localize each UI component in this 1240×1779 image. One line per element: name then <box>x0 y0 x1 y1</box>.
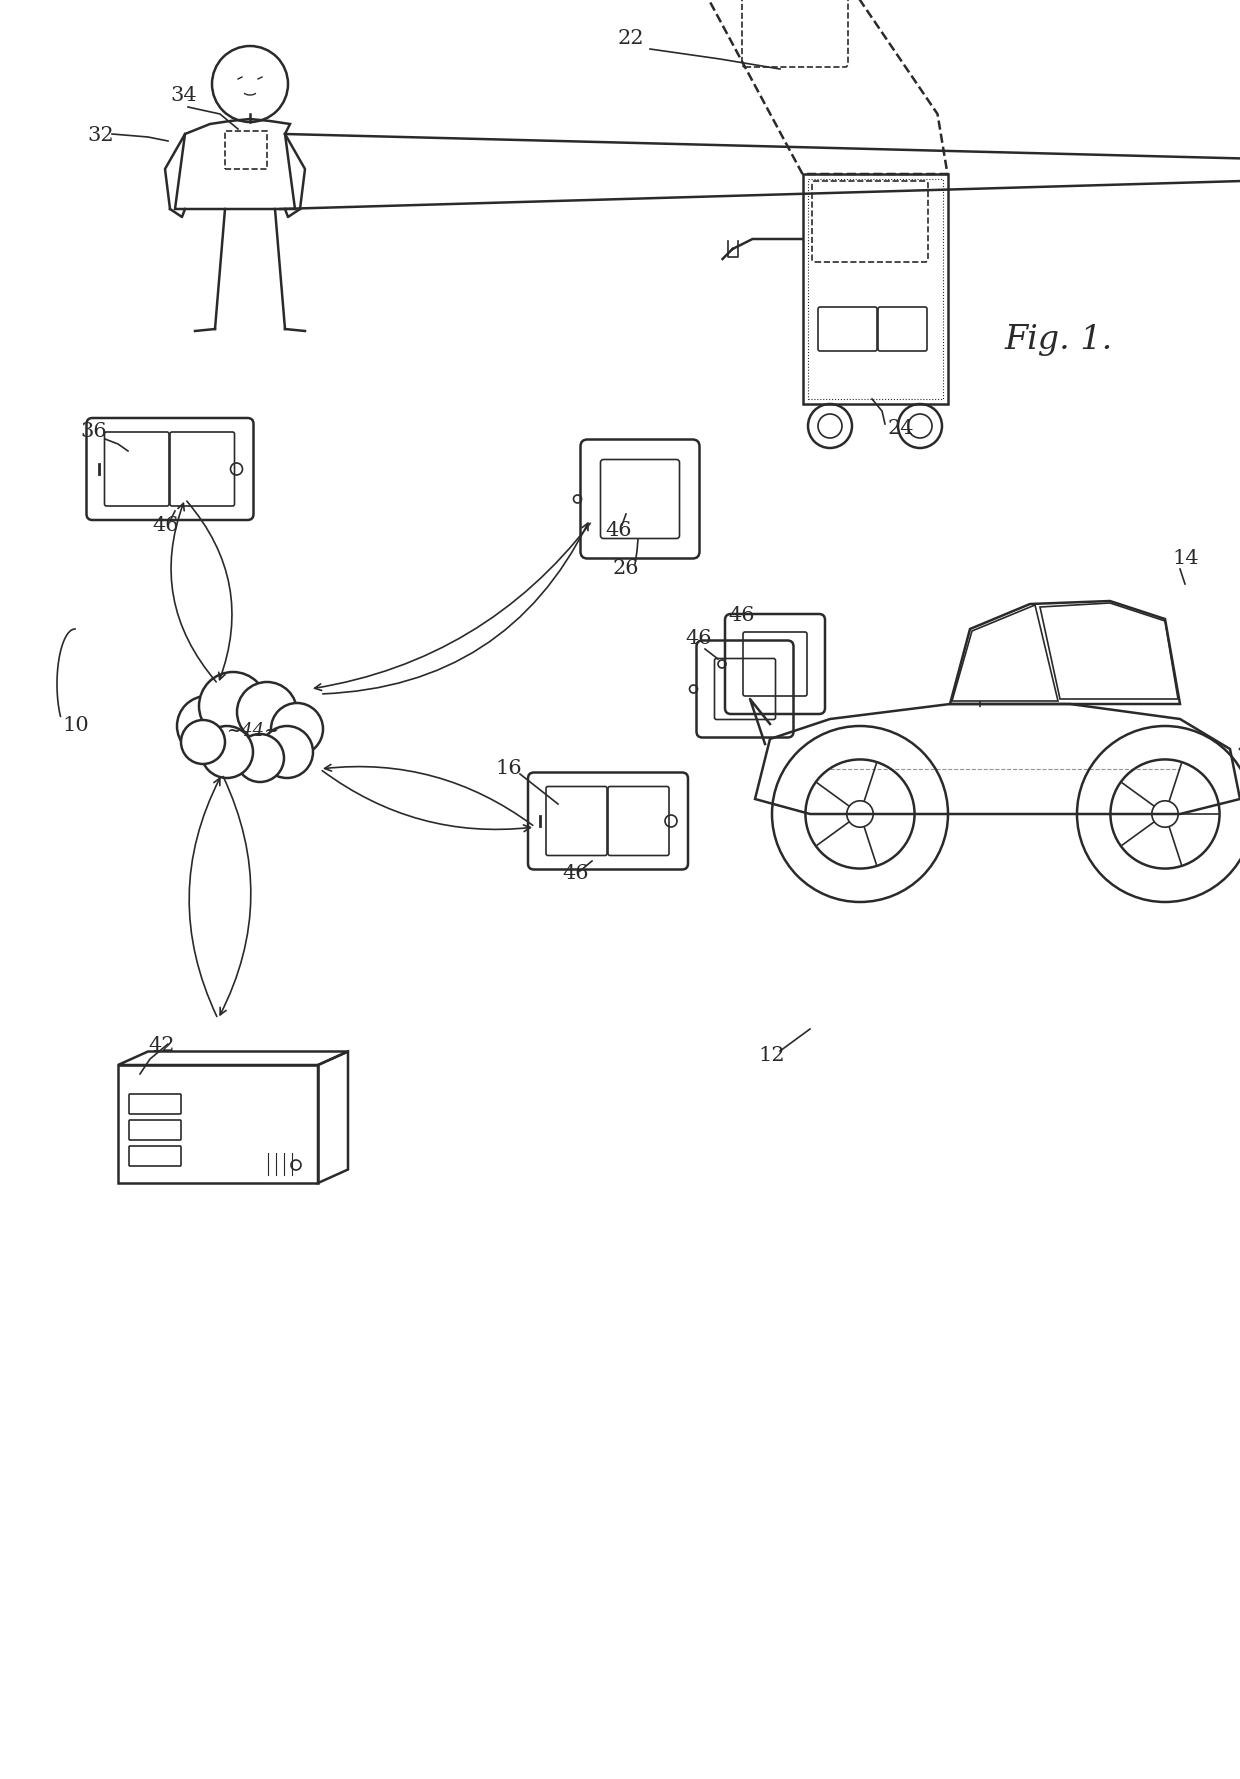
Text: 46: 46 <box>605 521 631 541</box>
Text: 46: 46 <box>153 516 179 535</box>
Text: 12: 12 <box>758 1046 785 1066</box>
Text: 14: 14 <box>1172 550 1199 568</box>
Text: 46: 46 <box>562 865 589 882</box>
Text: Fig. 1.: Fig. 1. <box>1004 324 1114 356</box>
Text: 24: 24 <box>888 420 915 438</box>
Text: 36: 36 <box>81 422 107 441</box>
Circle shape <box>198 672 267 740</box>
Text: 22: 22 <box>618 28 645 48</box>
Text: 46: 46 <box>684 630 712 648</box>
Text: 46: 46 <box>728 607 754 624</box>
Circle shape <box>260 726 312 777</box>
Circle shape <box>177 696 237 756</box>
Text: ~44~: ~44~ <box>227 722 280 740</box>
Text: 32: 32 <box>87 126 114 146</box>
Circle shape <box>237 681 298 742</box>
Text: 10: 10 <box>62 715 89 735</box>
Text: 26: 26 <box>613 559 640 578</box>
Text: 16: 16 <box>495 760 522 777</box>
Circle shape <box>181 720 224 763</box>
Text: 34: 34 <box>170 85 197 105</box>
Text: 42: 42 <box>148 1035 175 1055</box>
Circle shape <box>272 703 322 754</box>
Circle shape <box>201 726 253 777</box>
Circle shape <box>236 735 284 783</box>
